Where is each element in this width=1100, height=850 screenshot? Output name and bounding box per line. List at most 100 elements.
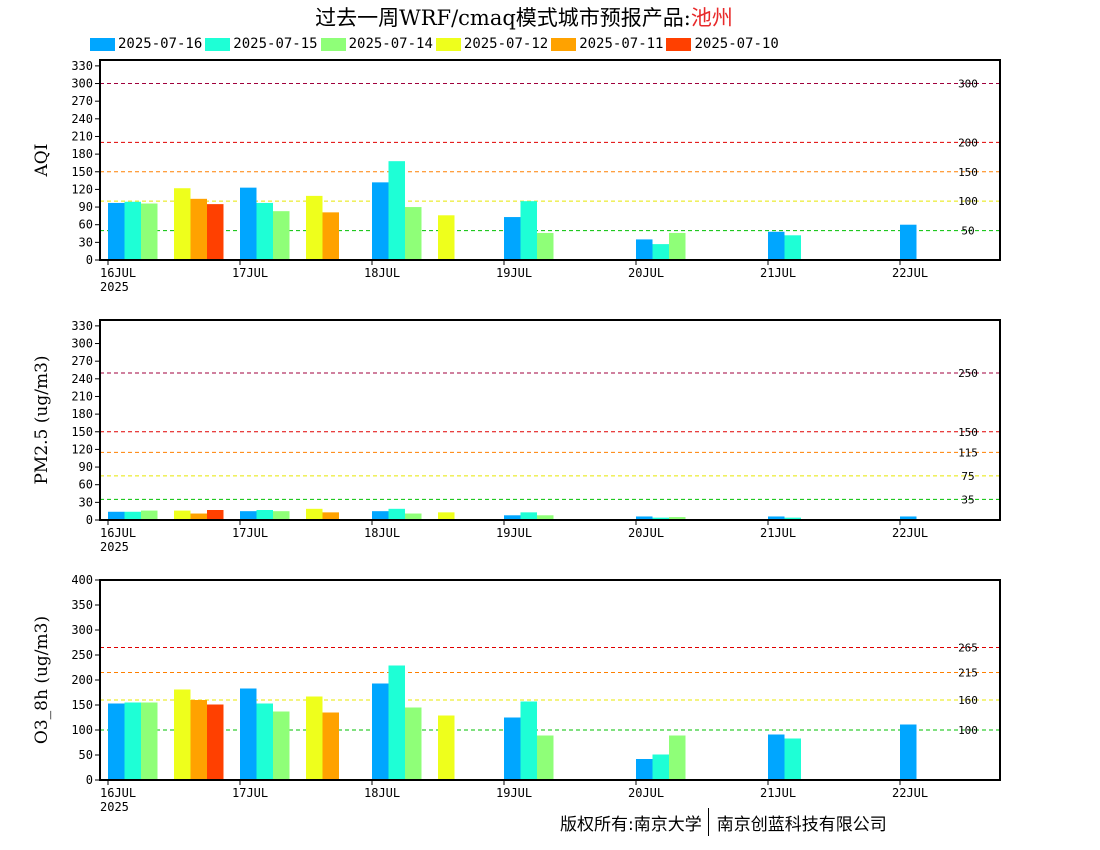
bar	[207, 704, 224, 780]
x-tick-label: 16JUL	[100, 266, 136, 280]
bar	[784, 738, 801, 780]
y-axis-label: PM2.5 (ug/m3)	[32, 355, 52, 484]
x-tick-label: 17JUL	[232, 786, 268, 800]
bar	[652, 517, 669, 520]
y-tick-label: 300	[71, 337, 93, 351]
x-tick-label: 22JUL	[892, 526, 928, 540]
legend-label: 2025-07-16	[118, 36, 203, 52]
legend-swatch	[435, 37, 461, 51]
page-title: 过去一周WRF/cmaq模式城市预报产品:池州	[0, 2, 1048, 32]
y-tick-label: 150	[71, 698, 93, 712]
bar	[207, 510, 224, 520]
bar	[636, 516, 653, 520]
y-tick-label: 0	[86, 253, 93, 267]
bar	[256, 703, 273, 780]
bar	[669, 232, 686, 260]
legend-swatch	[666, 37, 692, 51]
bar	[124, 511, 141, 520]
y-tick-label: 120	[71, 182, 93, 196]
bar	[768, 734, 785, 780]
legend-item: 2025-07-12	[435, 35, 548, 53]
bar	[388, 508, 405, 520]
footer-copyright: 版权所有:南京大学	[560, 814, 702, 835]
y-tick-label: 330	[71, 59, 93, 73]
legend-item: 2025-07-16	[90, 35, 202, 53]
y-tick-label: 180	[71, 407, 93, 421]
bar	[174, 188, 191, 260]
x-year-label: 2025	[100, 280, 129, 294]
y-tick-label: 240	[71, 372, 93, 386]
bar	[504, 217, 521, 260]
y-tick-label: 400	[71, 573, 93, 587]
y-tick-label: 0	[86, 513, 93, 527]
bar	[372, 182, 389, 260]
threshold-label: 100	[958, 195, 978, 208]
threshold-label: 200	[958, 136, 978, 149]
x-tick-label: 21JUL	[760, 266, 796, 280]
bar	[669, 735, 686, 780]
bar	[108, 703, 125, 780]
y-tick-label: 150	[71, 425, 93, 439]
legend-swatch	[551, 37, 577, 51]
y-tick-label: 0	[86, 773, 93, 787]
y-tick-label: 300	[71, 77, 93, 91]
bar	[108, 511, 125, 520]
threshold-label: 115	[958, 446, 978, 459]
bar	[322, 712, 339, 780]
bar	[405, 707, 422, 780]
bar	[273, 211, 290, 260]
y-axis-label: O3_8h (ug/m3)	[32, 616, 52, 744]
bar	[256, 510, 273, 520]
threshold-label: 35	[961, 493, 974, 506]
bar	[174, 510, 191, 520]
bar	[900, 224, 917, 260]
x-year-label: 2025	[100, 800, 129, 814]
legend-item: 2025-07-11	[551, 35, 663, 53]
threshold-label: 215	[958, 667, 978, 680]
threshold-label: 75	[961, 470, 974, 483]
x-tick-label: 16JUL	[100, 526, 136, 540]
x-tick-label: 19JUL	[496, 786, 532, 800]
bar	[652, 754, 669, 780]
bar	[322, 212, 339, 260]
bar	[124, 201, 141, 260]
y-tick-label: 150	[71, 165, 93, 179]
bar	[504, 515, 521, 520]
x-tick-label: 19JUL	[496, 526, 532, 540]
bar	[900, 516, 917, 520]
plot-frame	[99, 319, 1001, 521]
y-tick-label: 250	[71, 648, 93, 662]
legend-label: 2025-07-11	[579, 36, 664, 52]
threshold-label: 150	[958, 166, 978, 179]
bar	[784, 517, 801, 520]
bar	[174, 689, 191, 780]
bar	[768, 516, 785, 520]
bar	[520, 512, 537, 520]
threshold-label: 300	[958, 78, 978, 91]
bar	[636, 239, 653, 260]
legend-item: 2025-07-15	[205, 35, 318, 53]
bar	[256, 202, 273, 260]
bar	[190, 198, 207, 260]
bar	[537, 735, 554, 780]
bar	[405, 513, 422, 520]
x-year-label: 2025	[100, 540, 129, 554]
legend-item: 2025-07-14	[320, 35, 433, 53]
chart-panel-1: 300 200 150 100 50 0 30 60 90 120 150 180 210 240 270 3…	[32, 59, 1001, 294]
y-tick-label: 120	[71, 442, 93, 456]
bar	[537, 515, 554, 520]
y-tick-label: 30	[79, 495, 93, 509]
bar	[124, 702, 141, 780]
bar	[306, 195, 323, 260]
bar	[388, 665, 405, 780]
footer: 版权所有:南京大学 南京创蓝科技有限公司	[560, 808, 887, 836]
bar	[240, 688, 257, 780]
footer-separator	[707, 808, 709, 836]
y-tick-label: 200	[71, 673, 93, 687]
bar	[207, 204, 224, 260]
bar	[504, 717, 521, 780]
title-main: 过去一周WRF/cmaq模式城市预报产品:	[315, 6, 691, 30]
bar	[322, 512, 339, 520]
legend-swatch	[320, 37, 346, 51]
